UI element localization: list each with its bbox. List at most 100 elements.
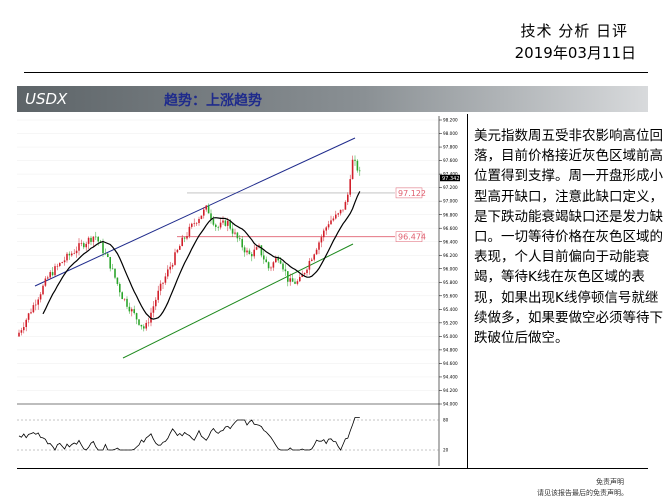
candle-body	[145, 322, 147, 329]
candle-body	[61, 262, 63, 264]
candle-body	[351, 159, 354, 180]
tick-label: 94.800	[443, 348, 458, 353]
candle-body	[181, 237, 183, 247]
candle-body	[239, 238, 241, 240]
moving-average-line	[42, 191, 361, 320]
candle-body	[135, 313, 138, 320]
candle-body	[193, 223, 195, 224]
candle-body	[35, 304, 37, 306]
tick-label: 94.600	[443, 361, 458, 366]
candle-body	[54, 266, 56, 276]
candle-body	[20, 330, 23, 333]
candle-body	[337, 213, 339, 215]
candle-body	[301, 274, 303, 278]
candle-body	[147, 322, 150, 324]
candle-body	[116, 277, 119, 284]
instrument-banner: USDX 趋势：上涨趋势	[17, 86, 648, 112]
candle-body	[97, 236, 99, 242]
report-date: 2019年03月11日	[514, 44, 636, 62]
candle-body	[71, 253, 73, 256]
candle-body	[267, 262, 270, 269]
candle-body	[73, 253, 75, 254]
tick-label: 96.600	[443, 226, 458, 231]
candle-body	[318, 242, 320, 250]
tick-label: 95.800	[443, 280, 458, 285]
header-divider	[24, 72, 648, 73]
tick-label: 97.600	[443, 158, 458, 163]
level-lines: 97.122 96.474	[177, 187, 426, 242]
candle-body	[140, 324, 143, 327]
candle-body	[210, 213, 212, 220]
oscillator-tick-label: 80	[443, 418, 449, 423]
candle-body	[59, 263, 61, 266]
candle-body	[234, 232, 236, 234]
candle-body	[294, 281, 296, 284]
candle-body	[272, 262, 275, 268]
candle-body	[157, 290, 159, 300]
candle-body	[335, 214, 337, 219]
candle-body	[284, 269, 287, 272]
candle-body	[356, 160, 359, 171]
trend-label: 趋势：上涨趋势	[164, 93, 262, 109]
candle-body	[164, 276, 167, 283]
candle-body	[279, 260, 282, 264]
candle-body	[306, 269, 308, 273]
candle-body	[104, 253, 107, 254]
tick-label: 97.800	[443, 145, 458, 150]
tick-label: 94.400	[443, 375, 458, 380]
candle-body	[131, 309, 133, 312]
candle-body	[133, 309, 135, 314]
candle-body	[102, 242, 104, 254]
candle-body	[75, 250, 78, 254]
tick-label: 96.000	[443, 266, 458, 271]
candle-body	[49, 272, 51, 278]
price-chart: 97.122 96.474 98.200 98.000 97.800 97.600 97.…	[17, 114, 462, 468]
candle-body	[63, 260, 66, 263]
upper-channel-line	[34, 137, 356, 287]
tick-label: 95.400	[443, 307, 458, 312]
candle-body	[138, 319, 140, 325]
tick-label: 96.400	[443, 239, 458, 244]
report-title: 技术 分析 日评	[520, 22, 628, 40]
candles	[18, 155, 361, 338]
oscillator-levels	[17, 419, 439, 451]
candle-body	[18, 332, 20, 337]
candle-body	[37, 299, 39, 305]
candle-body	[167, 269, 169, 277]
candle-body	[83, 243, 85, 248]
candle-body	[174, 252, 176, 265]
candle-body	[90, 237, 92, 242]
candle-body	[291, 278, 294, 282]
candle-body	[150, 312, 152, 323]
level-label: 96.474	[398, 233, 426, 242]
tick-label: 97.400	[443, 172, 458, 177]
candle-body	[92, 236, 95, 242]
candle-body	[231, 228, 234, 234]
candle-body	[42, 285, 44, 295]
candle-body	[263, 255, 265, 260]
candle-body	[68, 253, 71, 256]
tick-label: 96.200	[443, 253, 458, 258]
candle-body	[195, 222, 198, 224]
candle-body	[39, 294, 42, 300]
candle-body	[143, 326, 145, 329]
candle-body	[219, 222, 222, 228]
candle-body	[308, 260, 311, 270]
candle-body	[260, 245, 263, 256]
tick-label: 95.000	[443, 334, 458, 339]
candle-body	[275, 258, 277, 263]
candle-body	[176, 249, 179, 253]
candle-body	[303, 272, 306, 275]
tick-label: 97.200	[443, 185, 458, 190]
candle-body	[114, 268, 116, 278]
candle-body	[155, 299, 157, 307]
candle-body	[325, 227, 327, 231]
candle-body	[179, 246, 181, 250]
level-label: 97.122	[398, 189, 426, 198]
candle-body	[243, 247, 246, 253]
tick-label: 95.600	[443, 293, 458, 298]
oscillator-line	[18, 417, 360, 451]
candle-body	[87, 237, 90, 244]
candle-body	[332, 218, 335, 221]
candle-body	[162, 282, 164, 284]
